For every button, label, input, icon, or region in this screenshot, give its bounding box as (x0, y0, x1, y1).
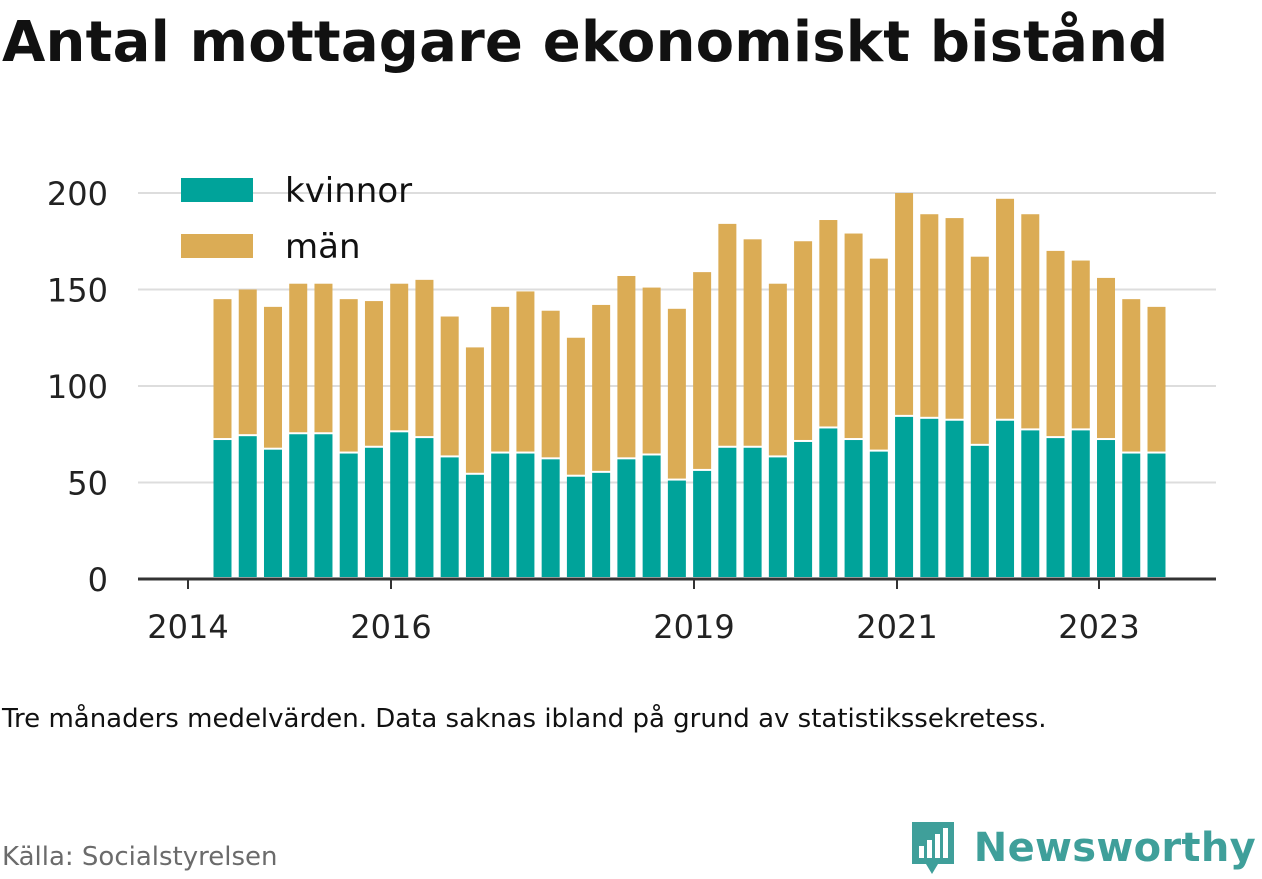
bar-segment-män (667, 308, 686, 479)
y-tick-label: 200 (47, 175, 108, 213)
legend-swatch (181, 234, 253, 258)
bar-segment-män (1097, 277, 1116, 439)
x-tick-label: 2023 (1058, 608, 1139, 646)
bar-segment-män (213, 299, 232, 439)
legend-item-kvinnor: kvinnor (181, 171, 412, 211)
bar-segment-män (1147, 306, 1166, 452)
bar-segment-män (996, 198, 1015, 419)
bar-segment-kvinnor (390, 432, 409, 577)
bar-segment-män (566, 337, 585, 475)
bar-segment-män (314, 283, 333, 433)
bar-segment-män (617, 275, 636, 458)
bar-segment-män (1071, 260, 1090, 429)
brand-name: Newsworthy (973, 825, 1256, 871)
bar-segment-män (945, 218, 964, 419)
bar-segment-kvinnor (1122, 453, 1141, 577)
bar-segment-kvinnor (516, 453, 535, 577)
bar-segment-kvinnor (213, 440, 232, 577)
bar-segment-män (465, 347, 484, 473)
bar-segment-kvinnor (289, 434, 308, 577)
x-tick-label: 2019 (653, 608, 734, 646)
bar-segment-kvinnor (541, 459, 560, 577)
bar-segment-män (263, 306, 282, 448)
bar-segment-kvinnor (238, 436, 257, 577)
bar-segment-män (920, 214, 939, 417)
x-tick-label: 2014 (147, 608, 228, 646)
bar-segment-män (440, 316, 459, 456)
bar-segment-män (415, 279, 434, 437)
source-text: Källa: Socialstyrelsen (2, 842, 278, 872)
y-tick-label: 50 (67, 465, 108, 503)
bar-segment-män (819, 220, 838, 427)
brand-logo: Newsworthy (908, 818, 1256, 878)
bar-segment-kvinnor (970, 445, 989, 577)
bar-segment-kvinnor (768, 457, 787, 577)
bar-segment-kvinnor (1021, 430, 1040, 577)
legend-label: män (285, 227, 361, 267)
bar-segment-män (491, 306, 510, 452)
bar-segment-kvinnor (920, 418, 939, 577)
legend-item-män: män (181, 227, 361, 267)
x-tick-label: 2021 (856, 608, 937, 646)
bar-segment-kvinnor (945, 420, 964, 577)
bar-segment-män (718, 223, 737, 446)
bar-segment-kvinnor (314, 434, 333, 577)
bar-segment-män (844, 233, 863, 439)
bar-segment-kvinnor (794, 441, 813, 577)
bar-segment-kvinnor (465, 474, 484, 577)
bar-segment-män (390, 283, 409, 431)
bar-segment-kvinnor (693, 470, 712, 577)
y-tick-label: 0 (88, 561, 108, 599)
bar-segment-män (541, 310, 560, 458)
y-tick-label: 150 (47, 272, 108, 310)
bar-segment-män (238, 289, 257, 435)
bar-segment-män (592, 304, 611, 471)
bar-segment-kvinnor (895, 416, 914, 577)
bar-segment-män (1122, 299, 1141, 452)
bar-segment-kvinnor (440, 457, 459, 577)
bar-segment-män (1046, 250, 1065, 437)
bar-segment-kvinnor (263, 449, 282, 577)
bar-segment-kvinnor (592, 472, 611, 577)
bar-segment-män (642, 287, 661, 454)
bar-segment-kvinnor (364, 447, 383, 577)
y-tick-label: 100 (47, 368, 108, 406)
newsworthy-logo-icon (911, 822, 954, 874)
bar-segment-kvinnor (1147, 453, 1166, 577)
bar-segment-män (1021, 214, 1040, 429)
bar-segment-kvinnor (339, 453, 358, 577)
bar-segment-kvinnor (743, 447, 762, 577)
bar-segment-män (895, 193, 914, 415)
bar-segment-kvinnor (1071, 430, 1090, 577)
bar-segment-kvinnor (491, 453, 510, 577)
bar-segment-män (289, 283, 308, 433)
bar-segment-män (516, 291, 535, 452)
bar-segment-män (743, 239, 762, 446)
bar-segment-män (794, 241, 813, 440)
bar-segment-män (364, 301, 383, 446)
bar-segment-män (970, 256, 989, 444)
bar-segment-kvinnor (642, 455, 661, 577)
bar-segment-män (768, 283, 787, 456)
bar-segment-kvinnor (667, 480, 686, 577)
bar-segment-kvinnor (566, 476, 585, 577)
bar-segment-kvinnor (819, 428, 838, 577)
bar-segment-kvinnor (718, 447, 737, 577)
bar-segment-män (869, 258, 888, 450)
bar-segment-kvinnor (617, 459, 636, 577)
x-tick-label: 2016 (350, 608, 431, 646)
chart-title: Antal mottagare ekonomiskt bistånd (2, 10, 1169, 75)
bar-segment-kvinnor (1097, 440, 1116, 577)
legend-label: kvinnor (285, 171, 412, 211)
stacked-bar-chart: 0 50 100 150 200 2014 2016 2019 2021 2023 kvinnor m… (47, 171, 1216, 646)
bar-segment-kvinnor (996, 420, 1015, 577)
bar-segment-män (339, 299, 358, 452)
legend-swatch (181, 178, 253, 202)
chart-note: Tre månaders medelvärden. Data saknas ib… (2, 704, 1047, 734)
bar-segment-kvinnor (1046, 438, 1065, 577)
bar-segment-kvinnor (844, 440, 863, 577)
bar-segment-kvinnor (415, 438, 434, 577)
bar-segment-män (693, 272, 712, 469)
bar-segment-kvinnor (869, 451, 888, 577)
